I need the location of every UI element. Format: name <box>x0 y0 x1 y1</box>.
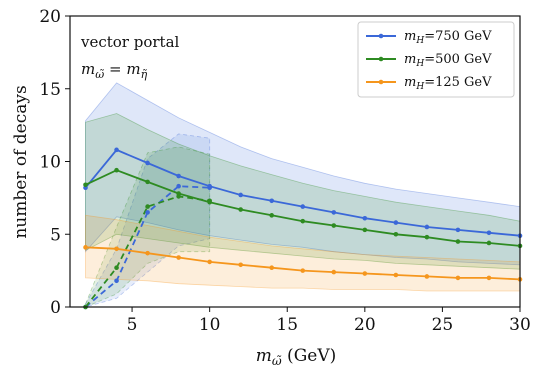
y-tick-label: 10 <box>39 153 61 173</box>
x-tick-label: 10 <box>199 315 221 335</box>
x-axis-label-sub: ω̃ <box>272 354 282 368</box>
point-500 <box>362 227 368 233</box>
x-tick-label: 25 <box>432 315 454 335</box>
point-500 <box>455 239 461 244</box>
y-axis: 0 5 10 15 20 <box>39 7 70 318</box>
legend-marker-750 <box>378 33 384 39</box>
point-500 <box>83 182 88 188</box>
point-750 <box>269 198 275 204</box>
band-750 <box>85 82 520 266</box>
x-tick-label: 15 <box>276 315 298 335</box>
legend-box <box>357 21 515 98</box>
band-500 <box>85 113 520 270</box>
y-tick-label: 5 <box>50 225 61 245</box>
point-125 <box>207 259 212 265</box>
legend-label-125: mH=125 GeV <box>404 75 492 92</box>
point-125 <box>145 250 150 256</box>
point-125 <box>486 275 492 281</box>
annotation-eq: = <box>104 60 126 78</box>
point-750 <box>486 230 492 236</box>
point-750 <box>176 173 181 179</box>
annotation-mass-relation: mω̃ = mη̃ <box>81 60 148 81</box>
point-500 <box>331 223 337 228</box>
legend-label-750: mH=750 GeV <box>404 29 492 46</box>
annotation-m1: m <box>81 60 95 78</box>
dashed-point-750 <box>207 185 212 190</box>
band-125 <box>85 214 520 292</box>
point-750 <box>362 215 368 221</box>
annotation-sub1: ω̃ <box>95 68 104 81</box>
legend-marker-125 <box>378 79 384 85</box>
point-500 <box>114 167 119 173</box>
y-tick-label: 20 <box>39 7 61 27</box>
point-125 <box>114 246 119 252</box>
x-tick-label: 20 <box>354 315 376 335</box>
legend-marker-500 <box>378 56 384 62</box>
point-125 <box>424 274 430 279</box>
y-tick-label: 0 <box>50 298 61 318</box>
y-tick-label: 15 <box>39 80 61 100</box>
point-500 <box>424 234 430 240</box>
point-750 <box>145 160 150 166</box>
dashed-point-750 <box>145 210 150 215</box>
point-125 <box>393 272 399 278</box>
point-125 <box>362 271 368 276</box>
x-axis-label-main: m <box>256 346 272 366</box>
legend-entry-500: mH=500 GeV <box>366 52 492 69</box>
dashed-point-750 <box>176 183 181 189</box>
point-500 <box>300 218 306 224</box>
legend-label-500: mH=500 GeV <box>404 52 492 69</box>
point-750 <box>393 220 399 225</box>
series-markers <box>83 147 523 310</box>
y-axis-label: number of decays <box>11 85 31 238</box>
point-750 <box>331 210 337 215</box>
point-500 <box>393 231 399 237</box>
point-125 <box>331 269 337 275</box>
uncertainty-bands <box>85 82 520 307</box>
point-500 <box>269 213 275 218</box>
point-500 <box>238 207 243 212</box>
point-125 <box>83 245 88 250</box>
annotation-portal: vector portal <box>80 33 180 51</box>
point-125 <box>300 268 306 273</box>
x-axis: 5 10 15 20 25 30 <box>127 307 531 335</box>
dashed-point-500 <box>114 265 119 271</box>
point-125 <box>176 255 181 260</box>
point-750 <box>114 147 119 153</box>
point-750 <box>238 192 243 198</box>
annotation-sub2: η̃ <box>141 68 148 81</box>
legend-entry-750: mH=750 GeV <box>366 29 492 46</box>
dashed-point-500 <box>176 194 181 199</box>
point-750 <box>455 227 461 233</box>
point-750 <box>424 224 430 230</box>
x-tick-label: 30 <box>509 315 531 335</box>
annotation-m2: m <box>126 60 140 78</box>
x-axis-label-unit: (GeV) <box>282 346 337 366</box>
point-125 <box>455 275 461 281</box>
point-500 <box>145 179 150 185</box>
point-125 <box>269 265 275 271</box>
x-tick-label: 5 <box>127 315 138 335</box>
legend: mH=750 GeV mH=500 GeV mH=125 GeV <box>357 21 515 98</box>
dashed-point-500 <box>145 204 150 209</box>
point-500 <box>486 240 492 246</box>
x-axis-label: mω̃ (GeV) <box>256 346 337 368</box>
legend-entry-125: mH=125 GeV <box>366 75 492 92</box>
dashed-line-500 <box>84 195 210 307</box>
dashed-point-750 <box>114 278 119 284</box>
dashed-point-500 <box>207 198 212 204</box>
point-750 <box>300 204 306 209</box>
point-125 <box>238 262 243 268</box>
